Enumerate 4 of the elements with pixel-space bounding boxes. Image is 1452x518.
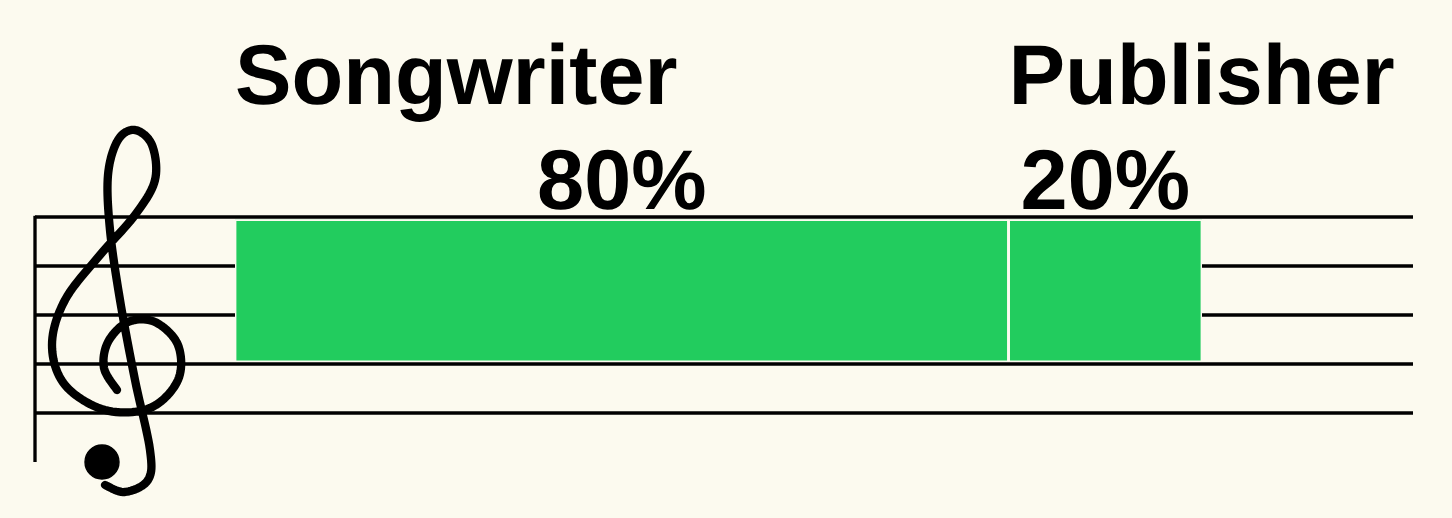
series-label: Publisher [1014,42,1394,105]
series-label: Songwriter [237,42,677,122]
data-label: 20% [1023,149,1188,210]
data-label: 80% [539,149,705,210]
